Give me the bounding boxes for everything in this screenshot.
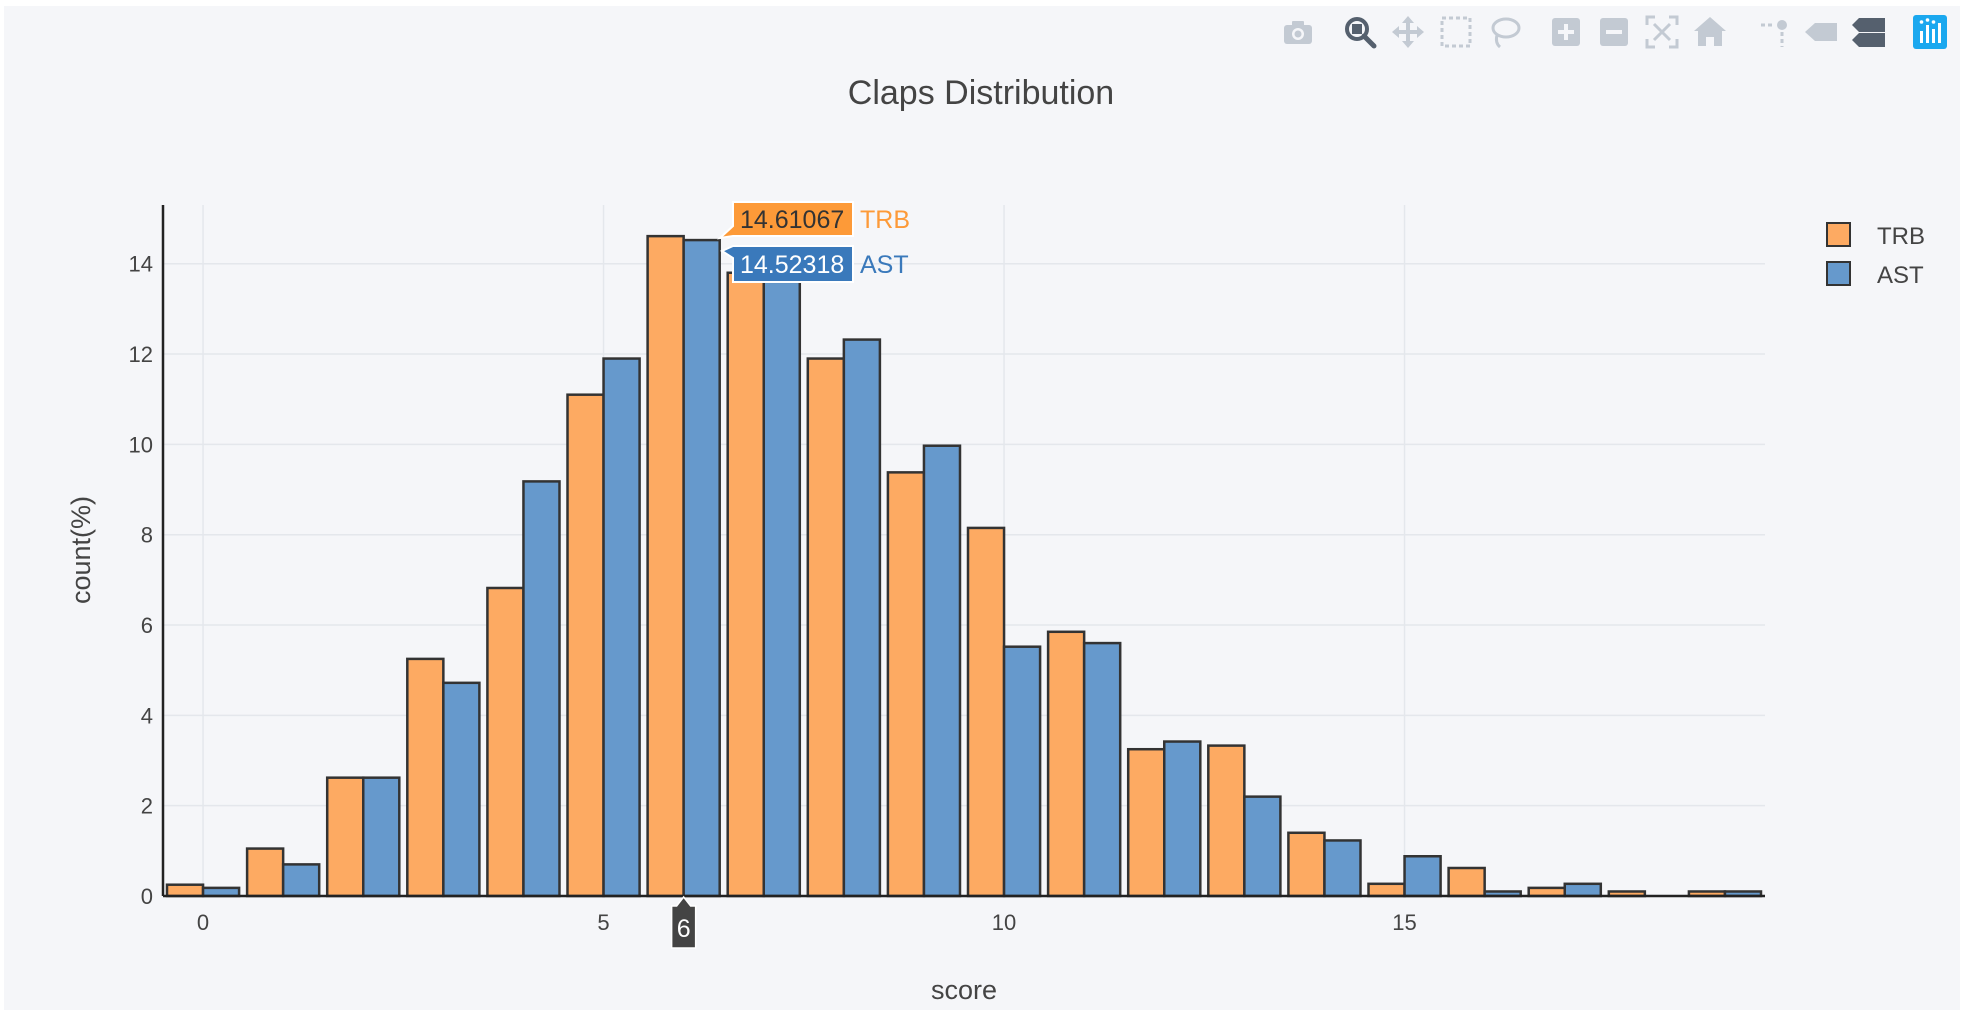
modebar-group bbox=[1744, 12, 1888, 52]
lasso-select-button[interactable] bbox=[1484, 12, 1524, 52]
x-tick-label: 10 bbox=[992, 910, 1016, 935]
bar-trb[interactable] bbox=[1447, 866, 1486, 898]
bar-trb[interactable] bbox=[406, 657, 445, 898]
modebar-group bbox=[1902, 12, 1950, 52]
bar-trb[interactable] bbox=[1126, 747, 1166, 898]
bar-ast[interactable] bbox=[922, 444, 962, 898]
bar-trb[interactable] bbox=[1287, 831, 1326, 898]
modebar-group bbox=[1270, 12, 1318, 52]
camera-button[interactable] bbox=[1278, 12, 1318, 52]
modebar-group bbox=[1332, 12, 1524, 52]
bar-ast[interactable] bbox=[1563, 882, 1603, 898]
bar-trb[interactable] bbox=[325, 776, 365, 898]
zoom-icon bbox=[1345, 17, 1377, 49]
hover-name-trb: TRB bbox=[860, 206, 910, 234]
pan-button[interactable] bbox=[1388, 12, 1428, 52]
bar-ast[interactable] bbox=[1163, 740, 1202, 898]
x-tick-label: 15 bbox=[1392, 910, 1416, 935]
bar-trb[interactable] bbox=[1046, 630, 1086, 898]
y-tick-label: 8 bbox=[141, 523, 153, 548]
bar-ast[interactable] bbox=[682, 238, 721, 898]
pan-icon bbox=[1392, 16, 1424, 48]
legend-swatch-ast[interactable] bbox=[1826, 261, 1851, 286]
hover-closest-button[interactable] bbox=[1800, 12, 1840, 52]
lasso-select-icon bbox=[1491, 17, 1521, 49]
modebar bbox=[1256, 12, 1950, 52]
y-tick-label: 10 bbox=[129, 432, 153, 457]
y-tick-label: 2 bbox=[141, 794, 153, 819]
hover-compare-button[interactable] bbox=[1848, 12, 1888, 52]
reset-axes-button[interactable] bbox=[1690, 12, 1730, 52]
bar-trb[interactable] bbox=[646, 234, 685, 898]
bar-ast[interactable] bbox=[602, 357, 641, 898]
hover-x-label-box bbox=[670, 895, 697, 949]
y-axis-title: count(%) bbox=[66, 496, 96, 604]
bar-trb[interactable] bbox=[886, 471, 926, 898]
bar-trb[interactable] bbox=[806, 357, 846, 898]
hover-compare-icon bbox=[1852, 18, 1885, 47]
bar-trb[interactable] bbox=[245, 847, 285, 898]
x-tick-label: 0 bbox=[197, 910, 209, 935]
legend-label-trb[interactable]: TRB bbox=[1877, 223, 1925, 250]
bar-ast[interactable] bbox=[1323, 839, 1362, 898]
bar-ast[interactable] bbox=[842, 338, 882, 898]
x-axis-title: score bbox=[931, 975, 997, 1005]
y-tick-label: 4 bbox=[141, 703, 153, 728]
bar-ast[interactable] bbox=[1243, 795, 1282, 898]
hover-closest-icon bbox=[1805, 23, 1837, 41]
hover-x-label: 6 bbox=[677, 915, 691, 943]
bar-ast[interactable] bbox=[1002, 645, 1042, 898]
modebar-group bbox=[1538, 12, 1730, 52]
plotly-logo-icon bbox=[1913, 15, 1947, 49]
bar-trb[interactable] bbox=[966, 526, 1006, 898]
zoom-in-button[interactable] bbox=[1546, 12, 1586, 52]
legend-label-ast[interactable]: AST bbox=[1877, 262, 1924, 289]
bar-trb[interactable] bbox=[566, 393, 605, 898]
bar-trb[interactable] bbox=[1367, 882, 1406, 898]
zoom-button[interactable] bbox=[1340, 12, 1380, 52]
bar-trb[interactable] bbox=[1207, 744, 1246, 898]
bar-trb[interactable] bbox=[165, 883, 205, 898]
bar-ast[interactable] bbox=[362, 776, 401, 898]
hover-box-ast bbox=[719, 245, 854, 283]
autoscale-icon bbox=[1645, 15, 1679, 49]
reset-axes-icon bbox=[1694, 17, 1726, 46]
hover-value-ast: 14.52318 bbox=[740, 251, 844, 279]
box-select-button[interactable] bbox=[1436, 12, 1476, 52]
zoom-out-button[interactable] bbox=[1594, 12, 1634, 52]
spike-lines-icon bbox=[1761, 20, 1787, 47]
bar-ast[interactable] bbox=[1082, 641, 1122, 898]
bar-ast[interactable] bbox=[281, 863, 321, 898]
y-tick-label: 6 bbox=[141, 613, 153, 638]
bar-ast[interactable] bbox=[442, 681, 481, 898]
y-tick-label: 14 bbox=[129, 252, 153, 277]
camera-icon bbox=[1284, 21, 1312, 44]
box-select-icon bbox=[1440, 16, 1472, 48]
chart-title: Claps Distribution bbox=[848, 74, 1114, 112]
spike-lines-button[interactable] bbox=[1752, 12, 1792, 52]
bar-ast[interactable] bbox=[522, 480, 561, 898]
legend-swatch-trb[interactable] bbox=[1826, 222, 1851, 247]
x-tick-label: 5 bbox=[597, 910, 609, 935]
zoom-in-icon bbox=[1552, 18, 1580, 46]
autoscale-button[interactable] bbox=[1642, 12, 1682, 52]
y-tick-label: 12 bbox=[129, 342, 153, 367]
zoom-out-icon bbox=[1600, 18, 1628, 46]
hover-name-ast: AST bbox=[860, 251, 909, 279]
bar-trb[interactable] bbox=[486, 586, 525, 898]
bar-ast[interactable] bbox=[762, 280, 802, 898]
hover-box-trb bbox=[716, 201, 854, 240]
plotly-logo-button[interactable] bbox=[1910, 12, 1950, 52]
hover-value-trb: 14.61067 bbox=[740, 206, 844, 234]
y-tick-label: 0 bbox=[141, 884, 153, 909]
bar-trb[interactable] bbox=[726, 271, 766, 898]
bar-ast[interactable] bbox=[1403, 855, 1442, 898]
